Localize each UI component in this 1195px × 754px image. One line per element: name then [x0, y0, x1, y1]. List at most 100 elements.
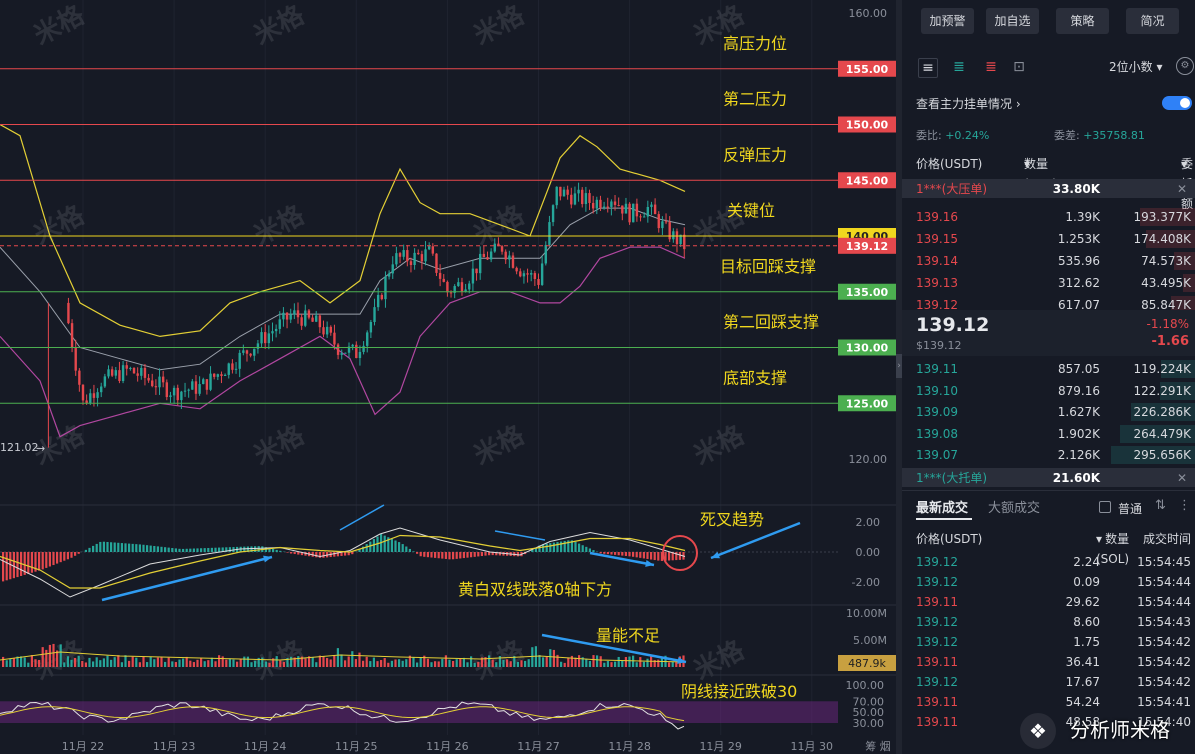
normal-checkbox[interactable] — [1099, 501, 1111, 513]
ask-amount: 74.573K — [1141, 254, 1191, 268]
volume-ma-line — [0, 651, 686, 663]
settings-icon[interactable]: ⚙ — [1176, 57, 1194, 75]
volume-bar — [362, 660, 365, 667]
macd-bar — [300, 552, 303, 556]
tab-latest-trades[interactable]: 最新成交 — [916, 501, 969, 516]
chart-area[interactable]: 160.00 120.00 米格 米格 米格 米格 米格 米格 米格 米格 米格 米格 米格 米格 米格 米格… — [0, 0, 900, 754]
candle-body — [100, 386, 103, 393]
macd-bar — [2, 552, 5, 582]
strategy-button[interactable]: 策略 — [1056, 8, 1109, 34]
orderbook-compact-icon[interactable]: ⊡ — [1013, 59, 1025, 75]
ask-row[interactable]: 139.12 617.07 85.847K — [902, 295, 1195, 315]
trade-row[interactable]: 139.11 36.41 15:54:42 — [902, 652, 1195, 672]
macd-bar — [408, 548, 411, 552]
volume-bar — [426, 658, 429, 667]
bid-row[interactable]: 139.07 2.126K 295.656K — [902, 445, 1195, 465]
candle-body — [537, 278, 540, 285]
volume-bar — [592, 655, 595, 667]
big-bid-row[interactable]: 1***(大托单) 21.60K ✕ — [902, 468, 1195, 487]
watermark-text: 米格 — [249, 419, 310, 471]
volume-bar — [239, 658, 242, 667]
trade-row[interactable]: 139.11 48.58 15:54:40 — [902, 712, 1195, 732]
death-cross-arrow — [710, 521, 801, 560]
orderbook-asks-icon[interactable]: ≣ — [985, 59, 997, 75]
bid-row[interactable]: 139.08 1.902K 264.479K — [902, 424, 1195, 444]
add-watchlist-button[interactable]: 加自选 — [986, 8, 1039, 34]
trade-row[interactable]: 139.12 1.75 15:54:42 — [902, 632, 1195, 652]
orderbook-bids-icon[interactable]: ≣ — [953, 59, 965, 75]
main-orders-toggle[interactable] — [1162, 96, 1192, 110]
bollinger-lower-line — [0, 246, 686, 438]
volume-bar — [552, 649, 555, 667]
bid-price: 139.08 — [916, 426, 958, 441]
tab-large-trades[interactable]: 大额成交 — [988, 501, 1041, 516]
candle-body — [249, 353, 252, 356]
volume-bar — [621, 660, 624, 667]
big-ask-row[interactable]: 1***(大压单) 33.80K ✕ — [902, 179, 1195, 198]
add-alert-button[interactable]: 加预警 — [921, 8, 974, 34]
volume-bar — [77, 655, 80, 667]
candle-body — [161, 376, 165, 383]
candle-body — [519, 271, 522, 277]
candle-body — [282, 312, 285, 320]
ask-amount: 43.495K — [1141, 276, 1191, 290]
volume-bar — [124, 655, 127, 667]
bid-row[interactable]: 139.10 879.16 122.291K — [902, 381, 1195, 401]
volume-bar — [135, 657, 138, 667]
collapse-handle-icon[interactable]: › — [896, 354, 902, 378]
trade-row[interactable]: 139.11 54.24 15:54:41 — [902, 692, 1195, 712]
macd-bar — [117, 542, 120, 552]
macd-bar — [192, 548, 195, 552]
macd-bar — [27, 552, 30, 574]
bid-amount: 264.479K — [1133, 426, 1192, 441]
macd-bar — [257, 546, 260, 552]
trade-row[interactable]: 139.12 2.24 15:54:45 — [902, 552, 1195, 572]
volume-bar — [171, 661, 174, 667]
macd-bar — [488, 552, 491, 556]
sort-icon[interactable]: ⇅ — [1155, 498, 1166, 513]
volume-bar — [642, 661, 645, 667]
volume-bar — [38, 659, 41, 667]
orderbook-both-icon[interactable]: ≡ — [918, 58, 938, 78]
volume-bar — [441, 658, 444, 667]
ask-row[interactable]: 139.15 1.253K 174.408K — [902, 229, 1195, 249]
volume-bar — [646, 658, 649, 667]
ask-row[interactable]: 139.16 1.39K 193.377K — [902, 207, 1195, 227]
time-tick: 11月 24 — [244, 740, 287, 753]
candle-body — [253, 348, 256, 356]
candle-body — [318, 315, 322, 328]
qty-unit-select[interactable]: 数量 (SOL) ▾ — [1024, 157, 1057, 191]
bid-row[interactable]: 139.11 857.05 119.224K — [902, 359, 1195, 379]
candle-body — [366, 332, 369, 346]
candle-body — [278, 319, 281, 329]
bid-row[interactable]: 139.09 1.627K 226.286K — [902, 402, 1195, 422]
candle-body — [169, 395, 172, 398]
trade-qty-unit-select[interactable]: 数量(SOL) ▾ — [1095, 532, 1130, 566]
ask-row[interactable]: 139.13 312.62 43.495K — [902, 273, 1195, 293]
volume-bar — [372, 657, 375, 667]
decimals-select[interactable]: 2位小数 ▾ — [1109, 58, 1163, 75]
trade-row[interactable]: 139.11 29.62 15:54:44 — [902, 592, 1195, 612]
macd-bar — [412, 551, 415, 552]
candle-body — [376, 294, 380, 308]
macd-bar — [128, 543, 131, 552]
amount-unit-select[interactable]: 委托额 ▾ — [1180, 157, 1193, 211]
candle-body — [154, 386, 158, 388]
close-icon[interactable]: ✕ — [1176, 182, 1187, 196]
more-options-icon[interactable]: ⋮ — [1178, 498, 1191, 513]
close-icon[interactable]: ✕ — [1176, 471, 1187, 485]
candle-body — [559, 186, 562, 197]
candle-body — [617, 204, 620, 206]
macd-bar — [398, 542, 401, 552]
macd-bar — [671, 552, 674, 561]
macd-bar — [606, 552, 609, 555]
trade-row[interactable]: 139.12 8.60 15:54:43 — [902, 612, 1195, 632]
overview-button[interactable]: 简况 — [1126, 8, 1179, 34]
trade-row[interactable]: 139.12 0.09 15:54:44 — [902, 572, 1195, 592]
trade-row[interactable]: 139.12 17.67 15:54:42 — [902, 672, 1195, 692]
macd-bar — [614, 552, 617, 555]
volume-bar — [48, 644, 51, 667]
macd-bar — [124, 543, 127, 552]
ask-row[interactable]: 139.14 535.96 74.573K — [902, 251, 1195, 271]
